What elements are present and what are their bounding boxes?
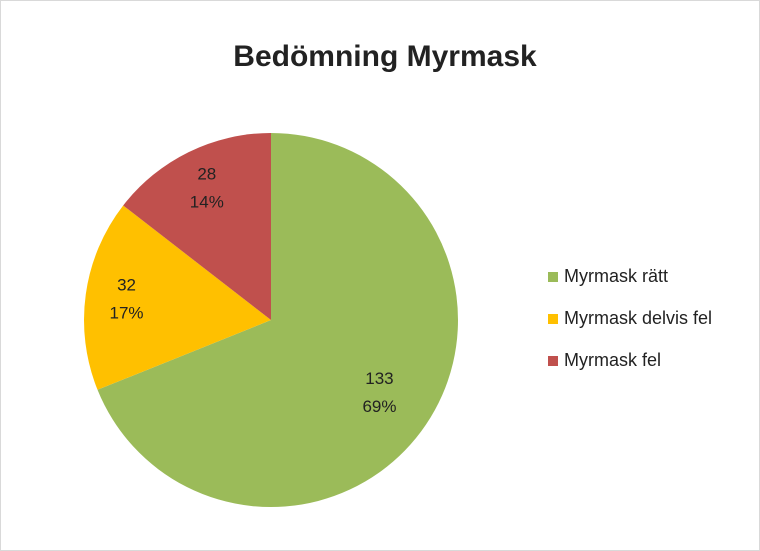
data-label: 28 xyxy=(197,165,216,184)
legend-swatch xyxy=(548,356,558,366)
pie-slice xyxy=(84,205,271,390)
legend-label: Myrmask delvis fel xyxy=(564,308,712,328)
legend-swatch xyxy=(548,314,558,324)
legend-label: Myrmask rätt xyxy=(564,266,668,286)
legend-label: Myrmask fel xyxy=(564,350,661,370)
data-label-percent: 14% xyxy=(190,193,224,212)
chart-title: Bedömning Myrmask xyxy=(233,40,537,73)
pie-slice xyxy=(97,133,458,507)
pie-slice xyxy=(123,133,271,320)
legend-swatch xyxy=(548,272,558,282)
data-label-percent: 17% xyxy=(110,303,144,322)
data-label: 32 xyxy=(117,275,136,294)
data-label: 133 xyxy=(365,369,393,388)
data-label-percent: 69% xyxy=(362,397,396,416)
